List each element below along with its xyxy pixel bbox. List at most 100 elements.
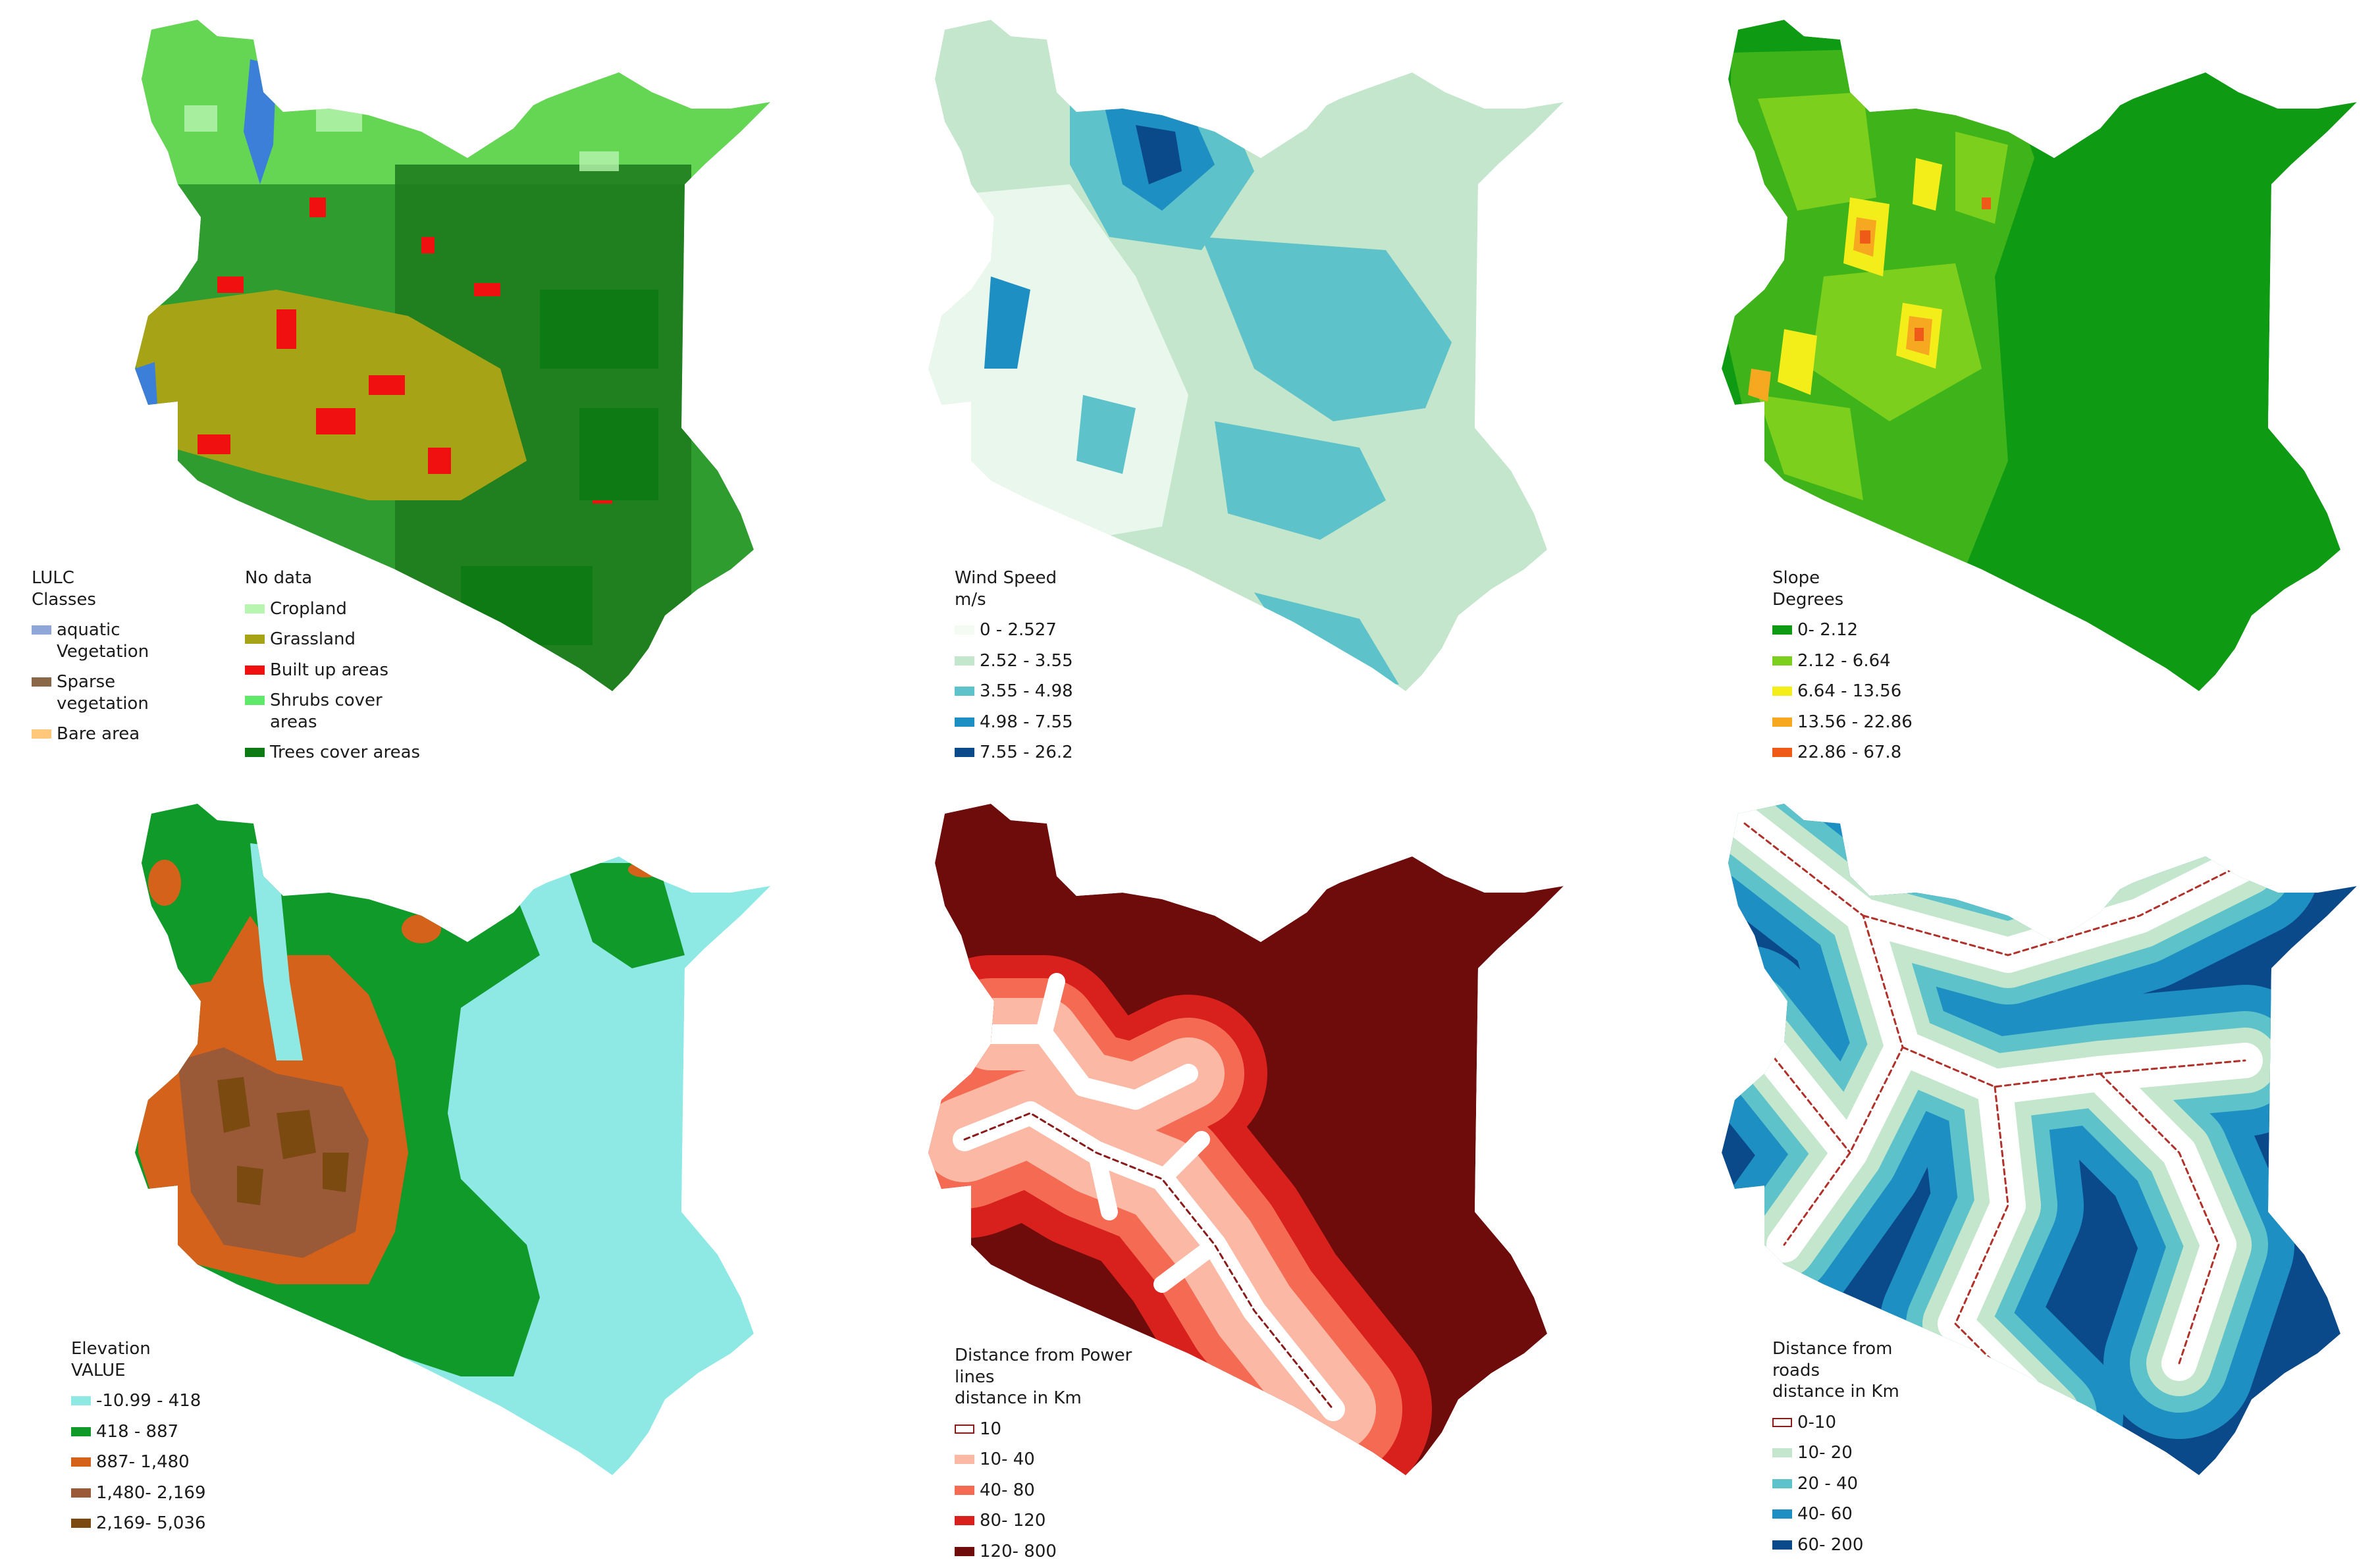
legend-swatch [245, 696, 265, 705]
legend-item: 120- 800 [955, 1541, 1231, 1563]
legend-label: Built up areas [270, 660, 388, 680]
legend-swatch [71, 1457, 91, 1467]
legend-swatch [1772, 625, 1792, 635]
legend-swatch [955, 1546, 974, 1556]
legend-label: 2,169- 5,036 [96, 1513, 206, 1533]
legend-swatch [245, 604, 265, 614]
slope-map [1722, 20, 2357, 691]
lulc-legend-right: No data Cropland Grassland Built up area… [245, 567, 521, 764]
legend-item: aquatic Vegetation [32, 619, 255, 662]
legend-item: 13.56 - 22.86 [1772, 712, 2036, 733]
legend-swatch [1772, 1417, 1792, 1427]
legend-item: Built up areas [245, 660, 521, 681]
legend-item: 6.64 - 13.56 [1772, 681, 2036, 702]
power-lines-map [928, 804, 1564, 1475]
legend-item: 20 - 40 [1772, 1473, 2036, 1495]
lulc-legend-left: LULC Classes aquatic Vegetation Sparse v… [32, 567, 255, 745]
legend-label: 7.55 - 26.2 [980, 743, 1073, 762]
elevation-map [135, 804, 770, 1475]
legend-swatch [955, 656, 974, 666]
power-panel: Distance from Power lines distance in Km… [793, 784, 1587, 1568]
legend-label: 10- 40 [980, 1450, 1035, 1469]
legend-item: 0 - 2.527 [955, 619, 1218, 641]
legend-item: Shrubs cover areas [245, 690, 521, 733]
legend-swatch [1772, 1478, 1792, 1488]
legend-swatch [71, 1396, 91, 1405]
legend-swatch [71, 1426, 91, 1436]
legend-swatch [32, 625, 51, 635]
power-legend: Distance from Power lines distance in Km… [955, 1345, 1231, 1562]
legend-label: 10 [980, 1419, 1002, 1439]
legend-swatch [1772, 1448, 1792, 1457]
legend-label: 418 - 887 [96, 1421, 179, 1442]
legend-label: 20 - 40 [1797, 1473, 1859, 1494]
legend-swatch [245, 748, 265, 757]
legend-swatch [1772, 656, 1792, 666]
legend-item: Sparse vegetation [32, 671, 255, 714]
legend-item: 4.98 - 7.55 [955, 712, 1218, 733]
legend-item: 40- 60 [1772, 1503, 2036, 1525]
wind-panel: Wind Speed m/s 0 - 2.527 2.52 - 3.55 3.5… [793, 0, 1587, 784]
legend-item: -10.99 - 418 [71, 1390, 348, 1412]
wind-map [928, 20, 1564, 691]
legend-label: 1,480- 2,169 [96, 1482, 206, 1503]
legend-label: 0-10 [1797, 1412, 1837, 1432]
legend-swatch [71, 1488, 91, 1498]
legend-label: aquatic Vegetation [57, 620, 149, 662]
legend-swatch [1772, 687, 1792, 696]
legend-item: 418 - 887 [71, 1421, 348, 1443]
legend-item: 0- 2.12 [1772, 619, 2036, 641]
legend-item: Trees cover areas [245, 742, 521, 764]
legend-item: 22.86 - 67.8 [1772, 742, 2036, 764]
legend-swatch [955, 1485, 974, 1495]
legend-swatch [32, 677, 51, 687]
legend-label: 0 - 2.527 [980, 620, 1057, 640]
legend-item: 2.52 - 3.55 [955, 650, 1218, 672]
legend-item: 10 [955, 1419, 1231, 1440]
legend-label: 4.98 - 7.55 [980, 712, 1073, 732]
legend-label: 6.64 - 13.56 [1797, 681, 1902, 701]
legend-label: 40- 80 [980, 1480, 1035, 1500]
legend-label: 60- 200 [1797, 1534, 1864, 1555]
legend-title: LULC Classes [32, 568, 96, 610]
wind-legend: Wind Speed m/s 0 - 2.527 2.52 - 3.55 3.5… [955, 567, 1218, 764]
slope-panel: Slope Degrees 0- 2.12 2.12 - 6.64 6.64 -… [1587, 0, 2380, 784]
legend-item: Grassland [245, 629, 521, 650]
roads-map [1722, 804, 2357, 1475]
legend-label: 22.86 - 67.8 [1797, 743, 1902, 762]
legend-swatch [955, 1424, 974, 1434]
legend-swatch [1772, 1509, 1792, 1519]
legend-item: 80- 120 [955, 1510, 1231, 1532]
legend-label: 0- 2.12 [1797, 620, 1859, 640]
legend-label: 120- 800 [980, 1541, 1057, 1561]
legend-label: Trees cover areas [270, 743, 421, 762]
legend-label: Sparse vegetation [57, 672, 149, 714]
legend-item: Bare area [32, 723, 255, 745]
roads-panel: Distance from roads distance in Km 0-10 … [1587, 784, 2380, 1568]
legend-item: 1,480- 2,169 [71, 1482, 348, 1504]
legend-label: 13.56 - 22.86 [1797, 712, 1913, 732]
roads-legend: Distance from roads distance in Km 0-10 … [1772, 1338, 2036, 1555]
legend-swatch [32, 729, 51, 739]
legend-swatch [955, 625, 974, 635]
legend-swatch [245, 635, 265, 644]
legend-label: 887- 1,480 [96, 1452, 190, 1472]
legend-label: Cropland [270, 598, 347, 619]
legend-item: 10- 20 [1772, 1442, 2036, 1464]
legend-swatch [1772, 717, 1792, 727]
legend-swatch [955, 1455, 974, 1464]
legend-item: 60- 200 [1772, 1534, 2036, 1556]
legend-swatch [955, 717, 974, 727]
legend-item: Cropland [245, 598, 521, 620]
legend-title: Slope Degrees [1772, 568, 1844, 610]
legend-item: 7.55 - 26.2 [955, 742, 1218, 764]
elevation-legend: Elevation VALUE -10.99 - 418 418 - 887 8… [71, 1338, 348, 1534]
legend-swatch [955, 1516, 974, 1525]
legend-item: 3.55 - 4.98 [955, 681, 1218, 702]
legend-item: 0-10 [1772, 1412, 2036, 1434]
legend-label: 2.12 - 6.64 [1797, 650, 1891, 671]
legend-item: 10- 40 [955, 1449, 1231, 1471]
legend-title: No data [245, 568, 313, 588]
legend-label: 80- 120 [980, 1511, 1046, 1530]
legend-label: Grassland [270, 629, 356, 649]
